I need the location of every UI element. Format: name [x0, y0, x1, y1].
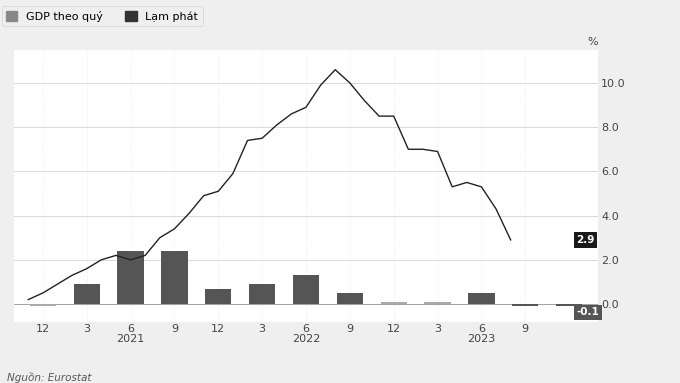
Bar [161, 251, 188, 304]
Legend: GDP theo quý, Lạm phát: GDP theo quý, Lạm phát [2, 6, 203, 26]
Bar [205, 288, 231, 304]
Bar [30, 304, 56, 306]
Bar [118, 251, 143, 304]
Text: 2022: 2022 [292, 334, 320, 344]
Bar [73, 284, 100, 304]
Bar [469, 293, 494, 304]
Text: -0.1: -0.1 [577, 308, 599, 318]
Text: 2021: 2021 [116, 334, 145, 344]
Bar [424, 302, 451, 304]
Text: %: % [588, 37, 598, 47]
Text: Nguồn: Eurostat: Nguồn: Eurostat [7, 372, 91, 383]
Bar [512, 304, 539, 306]
Bar [381, 302, 407, 304]
Bar [556, 304, 582, 306]
Bar [249, 284, 275, 304]
Bar [337, 293, 363, 304]
Text: 2023: 2023 [467, 334, 496, 344]
Bar [293, 275, 319, 304]
Text: 2.9: 2.9 [577, 235, 595, 245]
